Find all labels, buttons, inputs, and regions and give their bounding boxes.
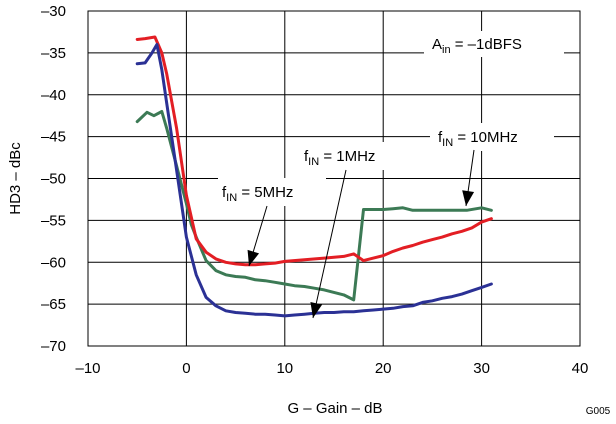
x-tick-label: 0	[182, 360, 190, 377]
series-label-bg	[218, 178, 326, 206]
series-label-bg	[300, 142, 404, 170]
y-tick-label: –50	[41, 171, 66, 188]
x-tick-label: 30	[473, 360, 490, 377]
series-line	[135, 35, 493, 267]
x-axis-title: G – Gain – dB	[287, 400, 382, 417]
y-tick-label: –60	[41, 254, 66, 271]
x-tick-label: 20	[375, 360, 392, 377]
series-arrow-shaft	[312, 169, 347, 319]
y-tick-label: –30	[41, 3, 66, 20]
annotations: Ain = –1dBFS fIN = 10MHz fIN = 5MHz fIN = 1…	[218, 31, 564, 319]
series-label: fIN = 5MHz	[222, 184, 293, 204]
figure-id: G005	[586, 406, 611, 417]
series-arrow-head	[310, 302, 323, 318]
condition-label: Ain = –1dBFS	[432, 36, 522, 56]
series-label-bg	[430, 123, 554, 151]
series-arrow-head	[462, 190, 475, 206]
series-arrow-head	[247, 249, 260, 266]
series-line	[135, 43, 493, 318]
y-tick-label: –70	[41, 338, 66, 355]
y-tick-label: –55	[41, 212, 66, 229]
tick-labels: –10 0 10 20 30 40 –30 –35 –40 –45 –50 –55 –60 –65 –70	[41, 3, 588, 377]
series-label: fIN = 10MHz	[438, 129, 518, 149]
series-lines	[135, 35, 493, 318]
plot-frame	[87, 10, 581, 347]
x-tick-label: 10	[276, 360, 293, 377]
grid-lines	[87, 10, 581, 347]
y-axis-title: HD3 – dBc	[7, 142, 24, 215]
x-tick-label: –10	[75, 360, 100, 377]
series-line	[135, 110, 493, 302]
y-tick-label: –40	[41, 87, 66, 104]
x-tick-label: 40	[572, 360, 589, 377]
y-tick-label: –45	[41, 129, 66, 146]
condition-label-bg	[424, 31, 564, 57]
y-tick-label: –65	[41, 296, 66, 313]
series-label: fIN = 1MHz	[304, 148, 375, 168]
y-tick-label: –35	[41, 45, 66, 62]
